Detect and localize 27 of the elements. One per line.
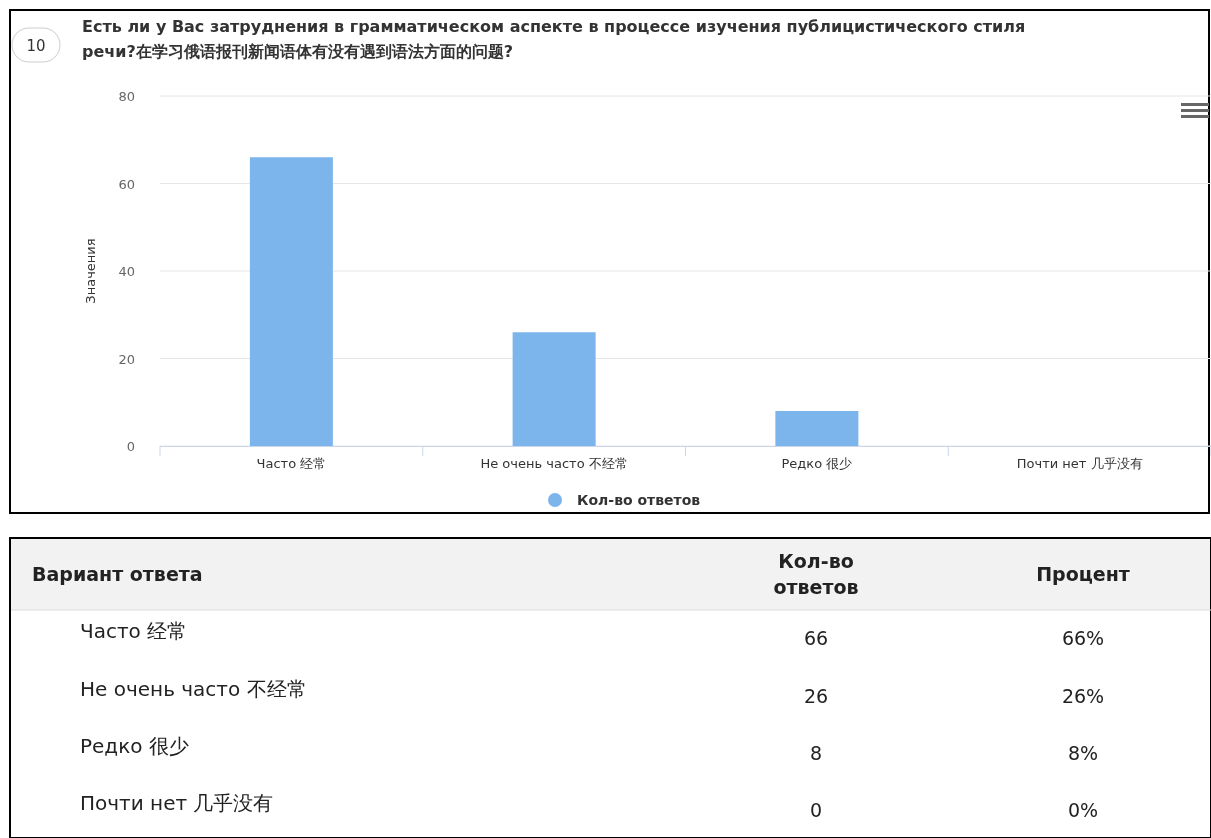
category-label: Почти нет 几乎没有	[80, 791, 274, 815]
text: 8	[809, 742, 823, 764]
y-tick-label: 20	[118, 351, 135, 367]
y-tick-label: 60	[118, 176, 135, 192]
text: Процент	[1036, 563, 1130, 585]
y-tick-label: 80	[118, 89, 135, 104]
chart-title: Есть ли у Вас затруднения в грамматическом аспекте в процессе изучения публицистического стиля речи?在学习俄语报刊新闻语体有没有遇到语法方面的问题?	[82, 17, 1026, 61]
x-tick-label: Редко 很少	[781, 456, 853, 471]
x-tick-label: Часто 经常	[256, 456, 327, 471]
text: 0%	[1067, 799, 1099, 821]
category-label: Редко 很少	[80, 734, 189, 758]
x-tick-label: Не очень часто 不经常	[480, 456, 628, 471]
text: 26%	[1061, 685, 1105, 707]
text: 26	[803, 685, 829, 707]
y-tick-label: 0	[126, 439, 135, 454]
category-label: Часто 经常	[80, 619, 188, 643]
text: 0	[809, 799, 823, 821]
category-label: Не очень часто 不经常	[80, 677, 307, 701]
text: Вариант ответа	[32, 563, 203, 585]
text: 8%	[1067, 742, 1099, 764]
x-tick-label: Почти нет 几乎没有	[1016, 456, 1143, 471]
text: Кол-во ответов	[773, 550, 859, 598]
legend-label: Кол-во ответов	[577, 492, 701, 508]
text: 66%	[1061, 627, 1105, 649]
y-axis-title: Значения	[83, 238, 98, 304]
y-tick-label: 40	[118, 264, 135, 279]
text: 66	[803, 627, 829, 649]
